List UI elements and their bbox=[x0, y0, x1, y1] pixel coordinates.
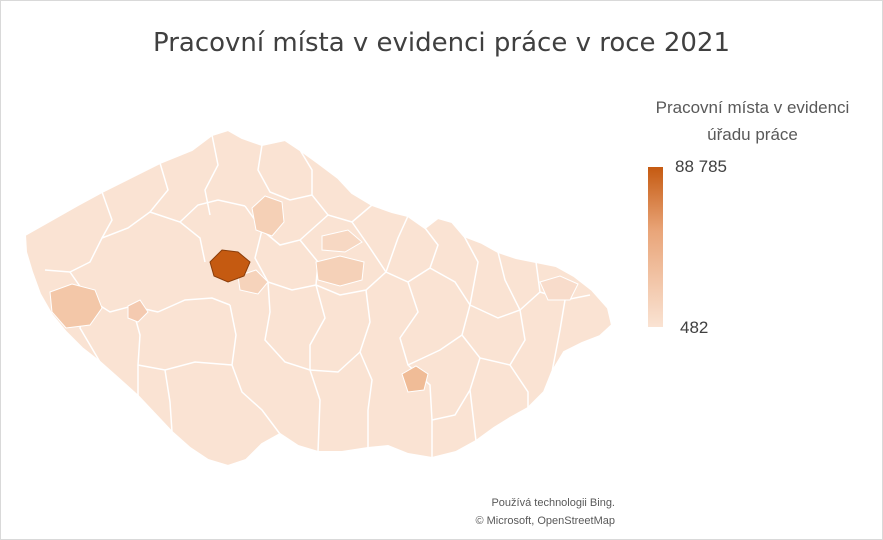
district-plzen bbox=[49, 283, 103, 329]
district-boundary bbox=[137, 361, 233, 371]
district-boundary bbox=[309, 351, 361, 373]
district-praha bbox=[209, 249, 251, 283]
district-boundary bbox=[264, 281, 311, 371]
district-boundary bbox=[407, 267, 471, 366]
district-prague-east bbox=[237, 269, 269, 295]
district-boundary bbox=[44, 191, 113, 273]
district-mlada-boleslav bbox=[251, 195, 285, 237]
district-boundary bbox=[385, 215, 409, 273]
map-attribution: Používá technologii Bing. © Microsoft, O… bbox=[420, 494, 615, 530]
district-boundary bbox=[299, 239, 387, 296]
district-boundary bbox=[229, 304, 281, 435]
district-boundary bbox=[164, 369, 173, 433]
district-boundary bbox=[157, 297, 231, 313]
district-boundary bbox=[497, 251, 521, 311]
district-boundary bbox=[309, 284, 326, 453]
district-boundary bbox=[299, 149, 373, 223]
district-plzen-city bbox=[127, 299, 149, 323]
district-pardubice bbox=[321, 229, 363, 253]
attribution-line1: Používá technologii Bing. bbox=[491, 497, 615, 509]
attribution-line2: © Microsoft, OpenStreetMap bbox=[475, 515, 615, 527]
district-brno bbox=[401, 365, 429, 393]
country-outline bbox=[23, 128, 614, 468]
district-boundary bbox=[431, 389, 471, 421]
chart-title: Pracovní místa v evidenci práce v roce 2… bbox=[153, 28, 730, 58]
legend-title: Pracovní místa v evidenci úřadu práce bbox=[625, 94, 880, 148]
legend-color-scale bbox=[648, 167, 663, 327]
district-hradec-kralove bbox=[315, 255, 365, 287]
district-boundary bbox=[257, 144, 313, 201]
legend-title-line1: Pracovní místa v evidenci bbox=[655, 98, 850, 117]
district-boundary bbox=[359, 289, 373, 448]
district-ostrava bbox=[539, 275, 579, 301]
legend-min-value: 482 bbox=[680, 318, 709, 337]
district-boundary bbox=[149, 211, 206, 263]
district-boundary bbox=[179, 199, 246, 223]
legend-max-value: 88 785 bbox=[675, 157, 727, 176]
district-boundary bbox=[551, 299, 566, 373]
legend-title-line2: úřadu práce bbox=[707, 125, 798, 144]
